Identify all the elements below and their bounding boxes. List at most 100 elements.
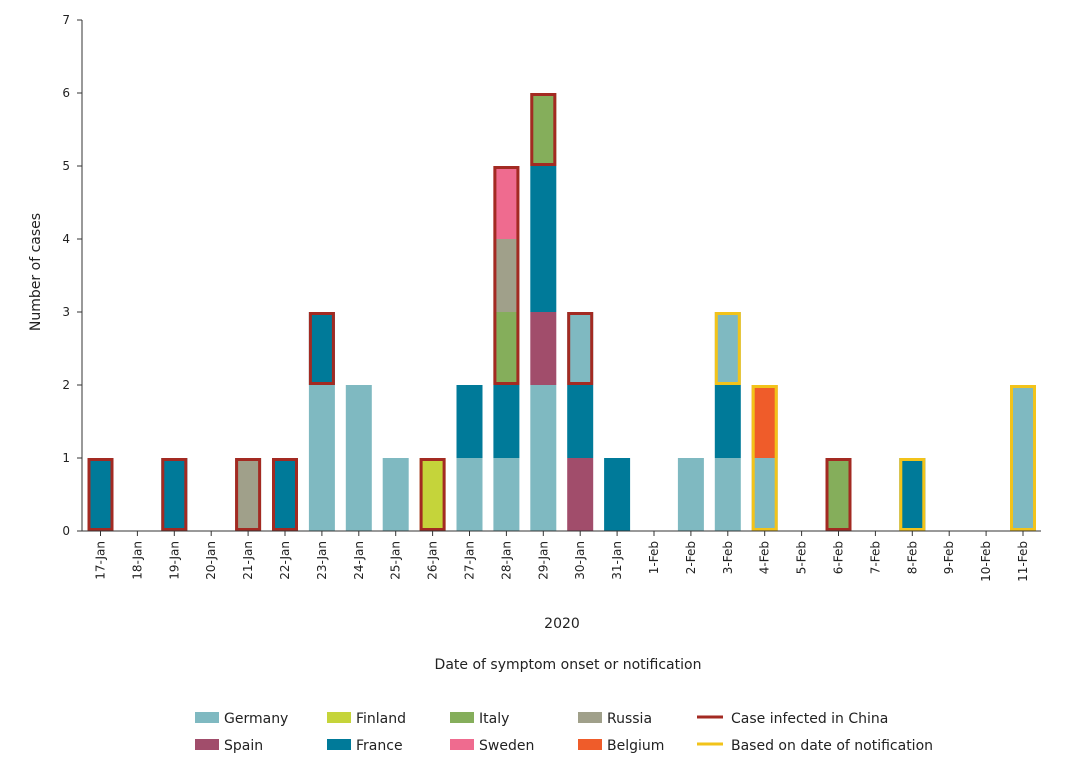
bar-segment-france — [308, 312, 335, 385]
x-tick-label: 22-Jan — [278, 541, 292, 580]
legend-swatch-germany — [195, 712, 219, 723]
legend-label: Sweden — [479, 738, 534, 754]
bar-outline-china — [493, 166, 520, 385]
y-tick-label: 7 — [62, 13, 70, 27]
bar-outline-china — [272, 458, 298, 531]
bar-segment-italy — [530, 93, 557, 166]
x-tick-label: 23-Jan — [315, 541, 329, 580]
legend-swatch-italy — [450, 712, 474, 723]
y-tick-label: 4 — [62, 232, 70, 246]
bar-outline-china — [308, 312, 335, 385]
bar-segment-france — [604, 458, 631, 531]
bar-segment-germany — [345, 385, 372, 531]
x-tick-label: 21-Jan — [241, 541, 255, 580]
legend-label: Germany — [224, 711, 288, 727]
bar-segment-spain — [530, 312, 557, 385]
tick-labels: 0 1 2 3 4 5 6 7 17-Jan 18-Jan 19-Jan 20-Jan 21-Jan 22… — [62, 13, 1030, 582]
legend: Germany Finland Italy Russia Case infected i… — [195, 711, 933, 754]
x-tick-label: 8-Feb — [905, 541, 919, 574]
x-tick-label: 29-Jan — [536, 541, 550, 580]
x-tick-label: 27-Jan — [463, 541, 477, 580]
bar-segment-germany — [456, 458, 483, 531]
bar-segment-germany — [530, 385, 557, 531]
bar-segment-germany — [714, 458, 741, 531]
y-axis-title: Number of cases — [28, 213, 44, 331]
x-tick-label: 25-Jan — [389, 541, 403, 580]
bar-segment-france — [530, 166, 557, 312]
legend-label: Finland — [356, 711, 406, 727]
y-tick-label: 5 — [62, 159, 70, 173]
legend-swatch-sweden — [450, 739, 474, 750]
x-tick-label: 1-Feb — [647, 541, 661, 574]
legend-label: Italy — [479, 711, 509, 727]
bar-segment-germany — [493, 458, 520, 531]
legend-label: Russia — [607, 711, 652, 727]
bar-outline-china — [530, 93, 557, 166]
bar-outline-notification — [751, 385, 778, 531]
x-tick-label: 10-Feb — [979, 541, 993, 582]
bar-segment-france — [272, 458, 298, 531]
bar-segment-germany — [382, 458, 409, 531]
legend-label: Case infected in China — [731, 711, 888, 727]
bar-outline-notification — [1010, 385, 1036, 531]
bar-segment-france — [493, 385, 520, 458]
bar-segment-france — [567, 385, 594, 458]
x-tick-label: 31-Jan — [610, 541, 624, 580]
bar-segment-germany — [1010, 385, 1036, 531]
x-tick-label: 6-Feb — [832, 541, 846, 574]
x-tick-label: 7-Feb — [868, 541, 882, 574]
legend-label: France — [356, 738, 403, 754]
x-axis-year-label: 2020 — [544, 616, 580, 632]
legend-swatch-spain — [195, 739, 219, 750]
bar-segment-finland — [419, 458, 446, 531]
x-tick-label: 11-Feb — [1016, 541, 1030, 582]
x-tick-label: 5-Feb — [795, 541, 809, 574]
bar-segment-spain — [567, 458, 594, 531]
y-tick-label: 0 — [62, 524, 70, 538]
x-tick-label: 2-Feb — [684, 541, 698, 574]
x-tick-label: 18-Jan — [130, 541, 144, 580]
x-tick-label: 17-Jan — [94, 541, 108, 580]
bar-segment-germany — [677, 458, 704, 531]
bar-segment-russia — [493, 239, 520, 312]
legend-label: Spain — [224, 738, 263, 754]
bar-outline-china — [825, 458, 852, 531]
x-tick-label: 24-Jan — [352, 541, 366, 580]
bar-segment-russia — [235, 458, 262, 531]
bar-segment-germany — [714, 312, 741, 385]
bar-segment-germany — [751, 458, 778, 531]
bar-segment-germany — [567, 312, 594, 385]
y-tick-label: 6 — [62, 86, 70, 100]
bar-segment-italy — [493, 312, 520, 385]
legend-label: Belgium — [607, 738, 664, 754]
legend-swatch-belgium — [578, 739, 602, 750]
x-axis-title: Date of symptom onset or notification — [435, 657, 702, 673]
bar-segment-belgium — [751, 385, 778, 458]
bar-segment-france — [456, 385, 483, 458]
x-tick-label: 4-Feb — [758, 541, 772, 574]
x-tick-label: 19-Jan — [167, 541, 181, 580]
bar-segment-sweden — [493, 166, 520, 239]
x-tick-label: 26-Jan — [426, 541, 440, 580]
legend-swatch-russia — [578, 712, 602, 723]
bar-segment-france — [714, 385, 741, 458]
x-tick-label: 20-Jan — [204, 541, 218, 580]
bar-outline-china — [419, 458, 446, 531]
bar-outline-china — [87, 458, 114, 531]
bar-outline-china — [567, 312, 594, 385]
bar-segment-italy — [825, 458, 852, 531]
x-tick-label: 9-Feb — [942, 541, 956, 574]
x-tick-label: 28-Jan — [499, 541, 513, 580]
y-tick-label: 1 — [62, 451, 70, 465]
bar-segment-germany — [308, 385, 335, 531]
x-tick-label: 3-Feb — [721, 541, 735, 574]
y-tick-label: 2 — [62, 378, 70, 392]
bar-segment-france — [899, 458, 926, 531]
legend-swatch-finland — [327, 712, 351, 723]
bars-layer — [87, 93, 1036, 531]
x-tick-label: 30-Jan — [573, 541, 587, 580]
bar-outline-notification — [899, 458, 926, 531]
bar-outline-china — [235, 458, 262, 531]
bar-segment-france — [87, 458, 114, 531]
